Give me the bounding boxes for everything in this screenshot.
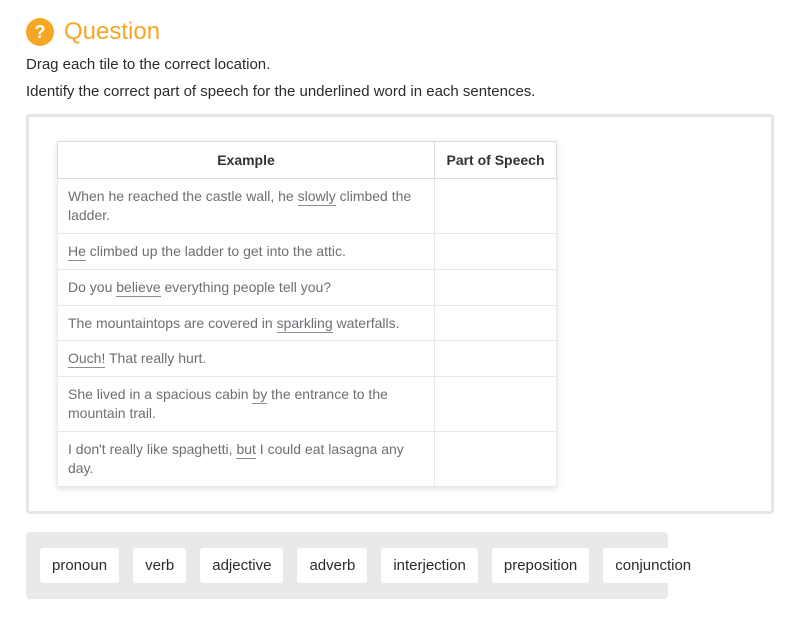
underlined-word: sparkling: [277, 315, 333, 333]
tile-preposition[interactable]: preposition: [492, 548, 589, 583]
instruction-line-1: Drag each tile to the correct location.: [26, 56, 774, 73]
underlined-word: He: [68, 243, 86, 261]
table-row: I don't really like spaghetti, but I cou…: [58, 432, 557, 487]
table-row: Do you believe everything people tell yo…: [58, 269, 557, 305]
question-panel: Example Part of Speech When he reached t…: [26, 114, 774, 514]
tile-interjection[interactable]: interjection: [381, 548, 478, 583]
underlined-word: slowly: [298, 188, 336, 206]
drop-target[interactable]: [435, 432, 557, 487]
sentence-cell: When he reached the castle wall, he slow…: [58, 179, 435, 234]
table-row: The mountaintops are covered in sparklin…: [58, 305, 557, 341]
table-row: She lived in a spacious cabin by the ent…: [58, 377, 557, 432]
drop-target[interactable]: [435, 269, 557, 305]
question-header: ? Question: [26, 18, 774, 46]
question-mark-icon: ?: [26, 18, 54, 46]
tile-conjunction[interactable]: conjunction: [603, 548, 703, 583]
drop-target[interactable]: [435, 179, 557, 234]
sentence-cell: Ouch! That really hurt.: [58, 341, 435, 377]
underlined-word: but: [236, 441, 255, 459]
col-header-example: Example: [58, 142, 435, 179]
drop-target[interactable]: [435, 377, 557, 432]
tiles-tray: pronoun verb adjective adverb interjecti…: [26, 532, 668, 599]
sentence-cell: She lived in a spacious cabin by the ent…: [58, 377, 435, 432]
sentence-cell: The mountaintops are covered in sparklin…: [58, 305, 435, 341]
question-title: Question: [64, 18, 160, 46]
table-row: He climbed up the ladder to get into the…: [58, 233, 557, 269]
tile-verb[interactable]: verb: [133, 548, 186, 583]
sentence-cell: Do you believe everything people tell yo…: [58, 269, 435, 305]
sentence-table: Example Part of Speech When he reached t…: [57, 141, 557, 487]
instruction-line-2: Identify the correct part of speech for …: [26, 83, 774, 100]
tile-pronoun[interactable]: pronoun: [40, 548, 119, 583]
table-row: When he reached the castle wall, he slow…: [58, 179, 557, 234]
drop-target[interactable]: [435, 341, 557, 377]
underlined-word: believe: [116, 279, 160, 297]
drop-target[interactable]: [435, 233, 557, 269]
tile-adverb[interactable]: adverb: [297, 548, 367, 583]
sentence-cell: I don't really like spaghetti, but I cou…: [58, 432, 435, 487]
tile-adjective[interactable]: adjective: [200, 548, 283, 583]
drop-target[interactable]: [435, 305, 557, 341]
sentence-cell: He climbed up the ladder to get into the…: [58, 233, 435, 269]
table-row: Ouch! That really hurt.: [58, 341, 557, 377]
col-header-pos: Part of Speech: [435, 142, 557, 179]
underlined-word: Ouch!: [68, 350, 105, 368]
underlined-word: by: [252, 386, 267, 404]
